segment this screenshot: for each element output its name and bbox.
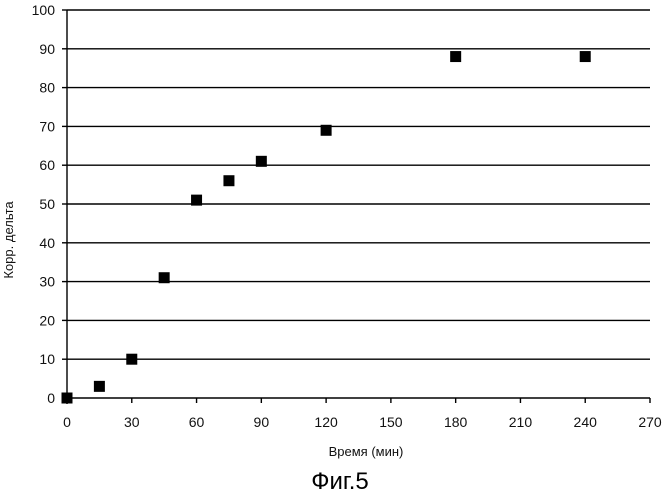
x-tick-label-120: 120 [314,414,338,430]
y-axis-title: Корр. дельта [1,201,16,279]
x-tick-label-210: 210 [509,414,533,430]
y-tick-label-90: 90 [39,41,55,57]
x-tick-label-0: 0 [63,414,71,430]
y-tick-label-40: 40 [39,235,55,251]
tick-labels: 0 10 20 30 40 50 60 70 80 90 100 0 30 60 90 120 150 180 21… [32,2,662,430]
x-tick-label-60: 60 [189,414,205,430]
y-tick-label-70: 70 [39,118,55,134]
x-tick-label-270: 270 [638,414,662,430]
data-point-0-7 [321,125,332,136]
y-tick-label-20: 20 [39,312,55,328]
data-point-0-2 [126,354,137,365]
data-point-0-9 [580,51,591,62]
y-tick-label-60: 60 [39,157,55,173]
x-axis-title: Время (мин) [329,444,404,459]
x-tick-label-150: 150 [379,414,403,430]
data-point-0-6 [256,156,267,167]
x-tick-label-30: 30 [124,414,140,430]
y-tick-label-50: 50 [39,196,55,212]
y-tick-label-80: 80 [39,80,55,96]
axes [62,10,650,404]
y-tick-label-30: 30 [39,274,55,290]
data-point-0-0 [62,393,73,404]
data-points [62,51,591,403]
data-point-0-4 [191,195,202,206]
x-tick-label-90: 90 [254,414,270,430]
y-tick-label-10: 10 [39,351,55,367]
x-tick-label-180: 180 [444,414,468,430]
data-point-0-5 [223,175,234,186]
y-tick-label-100: 100 [32,2,56,18]
data-point-0-8 [450,51,461,62]
figure-caption: Фиг.5 [311,468,369,495]
gridlines [67,10,650,359]
data-point-0-3 [159,272,170,283]
data-point-0-1 [94,381,105,392]
x-tick-label-240: 240 [574,414,598,430]
y-tick-label-0: 0 [47,390,55,406]
